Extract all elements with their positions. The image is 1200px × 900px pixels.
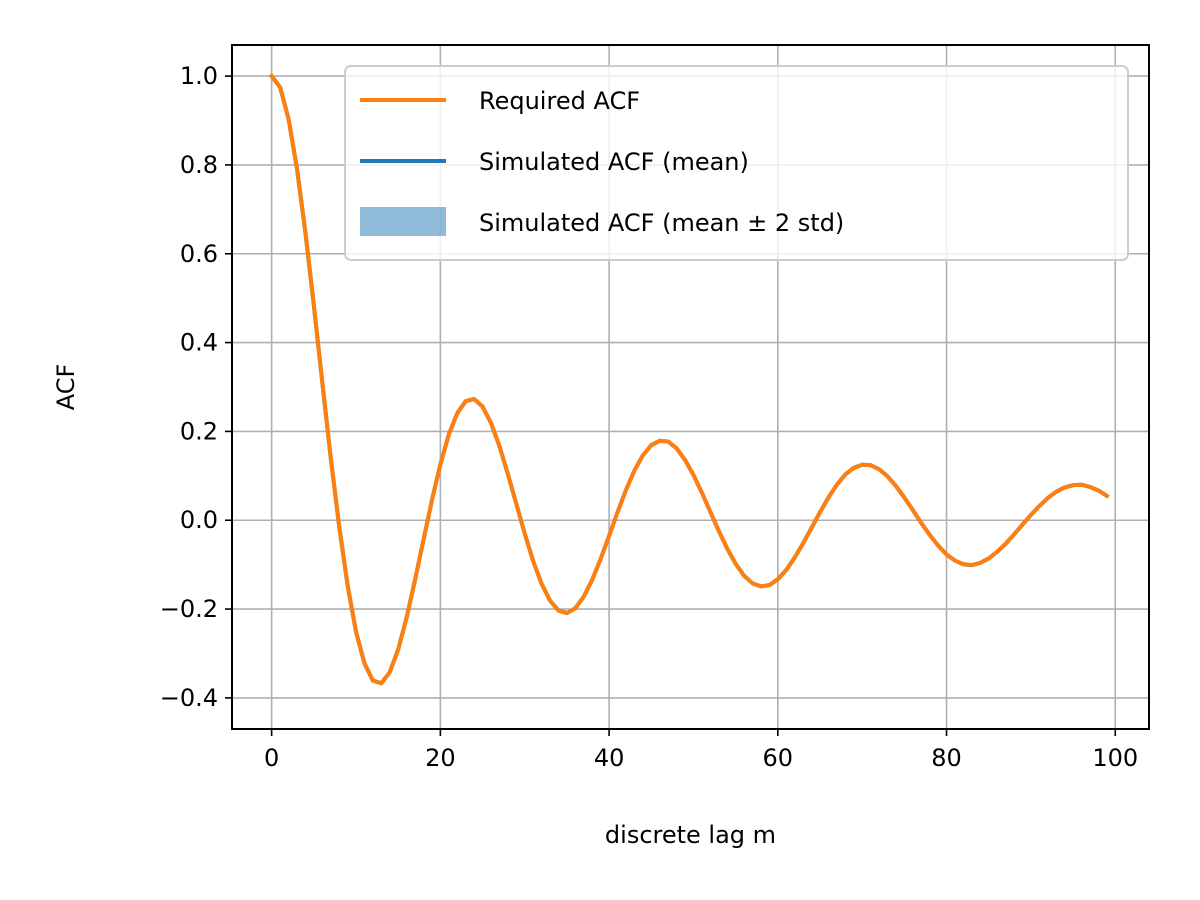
- required-acf-line: [268, 73, 1110, 686]
- legend-label-std-band: Simulated ACF (mean ± 2 std): [479, 209, 844, 237]
- x-tick-label: 20: [425, 744, 456, 772]
- legend-label-required-acf: Required ACF: [479, 87, 640, 115]
- y-axis-label: ACF: [52, 364, 80, 411]
- series-layer: [268, 73, 1110, 686]
- x-tick-label: 100: [1092, 744, 1138, 772]
- legend-box: [344, 65, 1129, 261]
- x-tick-label: 40: [594, 744, 625, 772]
- x-axis-label: discrete lag m: [605, 821, 776, 849]
- y-tick-label: 1.0: [180, 62, 218, 90]
- y-tick-label: −0.2: [160, 595, 218, 623]
- ticks: 0 20 40 60 80 100 −0.4 −0.2 0.0 0.2 0.4 0.6 0.8 1.0: [160, 62, 1138, 772]
- y-tick-label: 0.0: [180, 506, 218, 534]
- axes-frame: [231, 44, 1150, 730]
- y-tick-label: 0.4: [180, 329, 218, 357]
- legend-label-simulated-mean: Simulated ACF (mean): [479, 148, 749, 176]
- y-tick-label: 0.2: [180, 417, 218, 445]
- y-tick-label: 0.8: [180, 151, 218, 179]
- x-tick-label: 60: [763, 744, 794, 772]
- y-tick-label: −0.4: [160, 684, 218, 712]
- x-tick-label: 0: [264, 744, 279, 772]
- legend: Required ACF Simulated ACF (mean) Simula…: [344, 65, 1129, 261]
- x-tick-label: 80: [931, 744, 962, 772]
- legend-swatch-std-band: [360, 207, 446, 236]
- y-tick-label: 0.6: [180, 240, 218, 268]
